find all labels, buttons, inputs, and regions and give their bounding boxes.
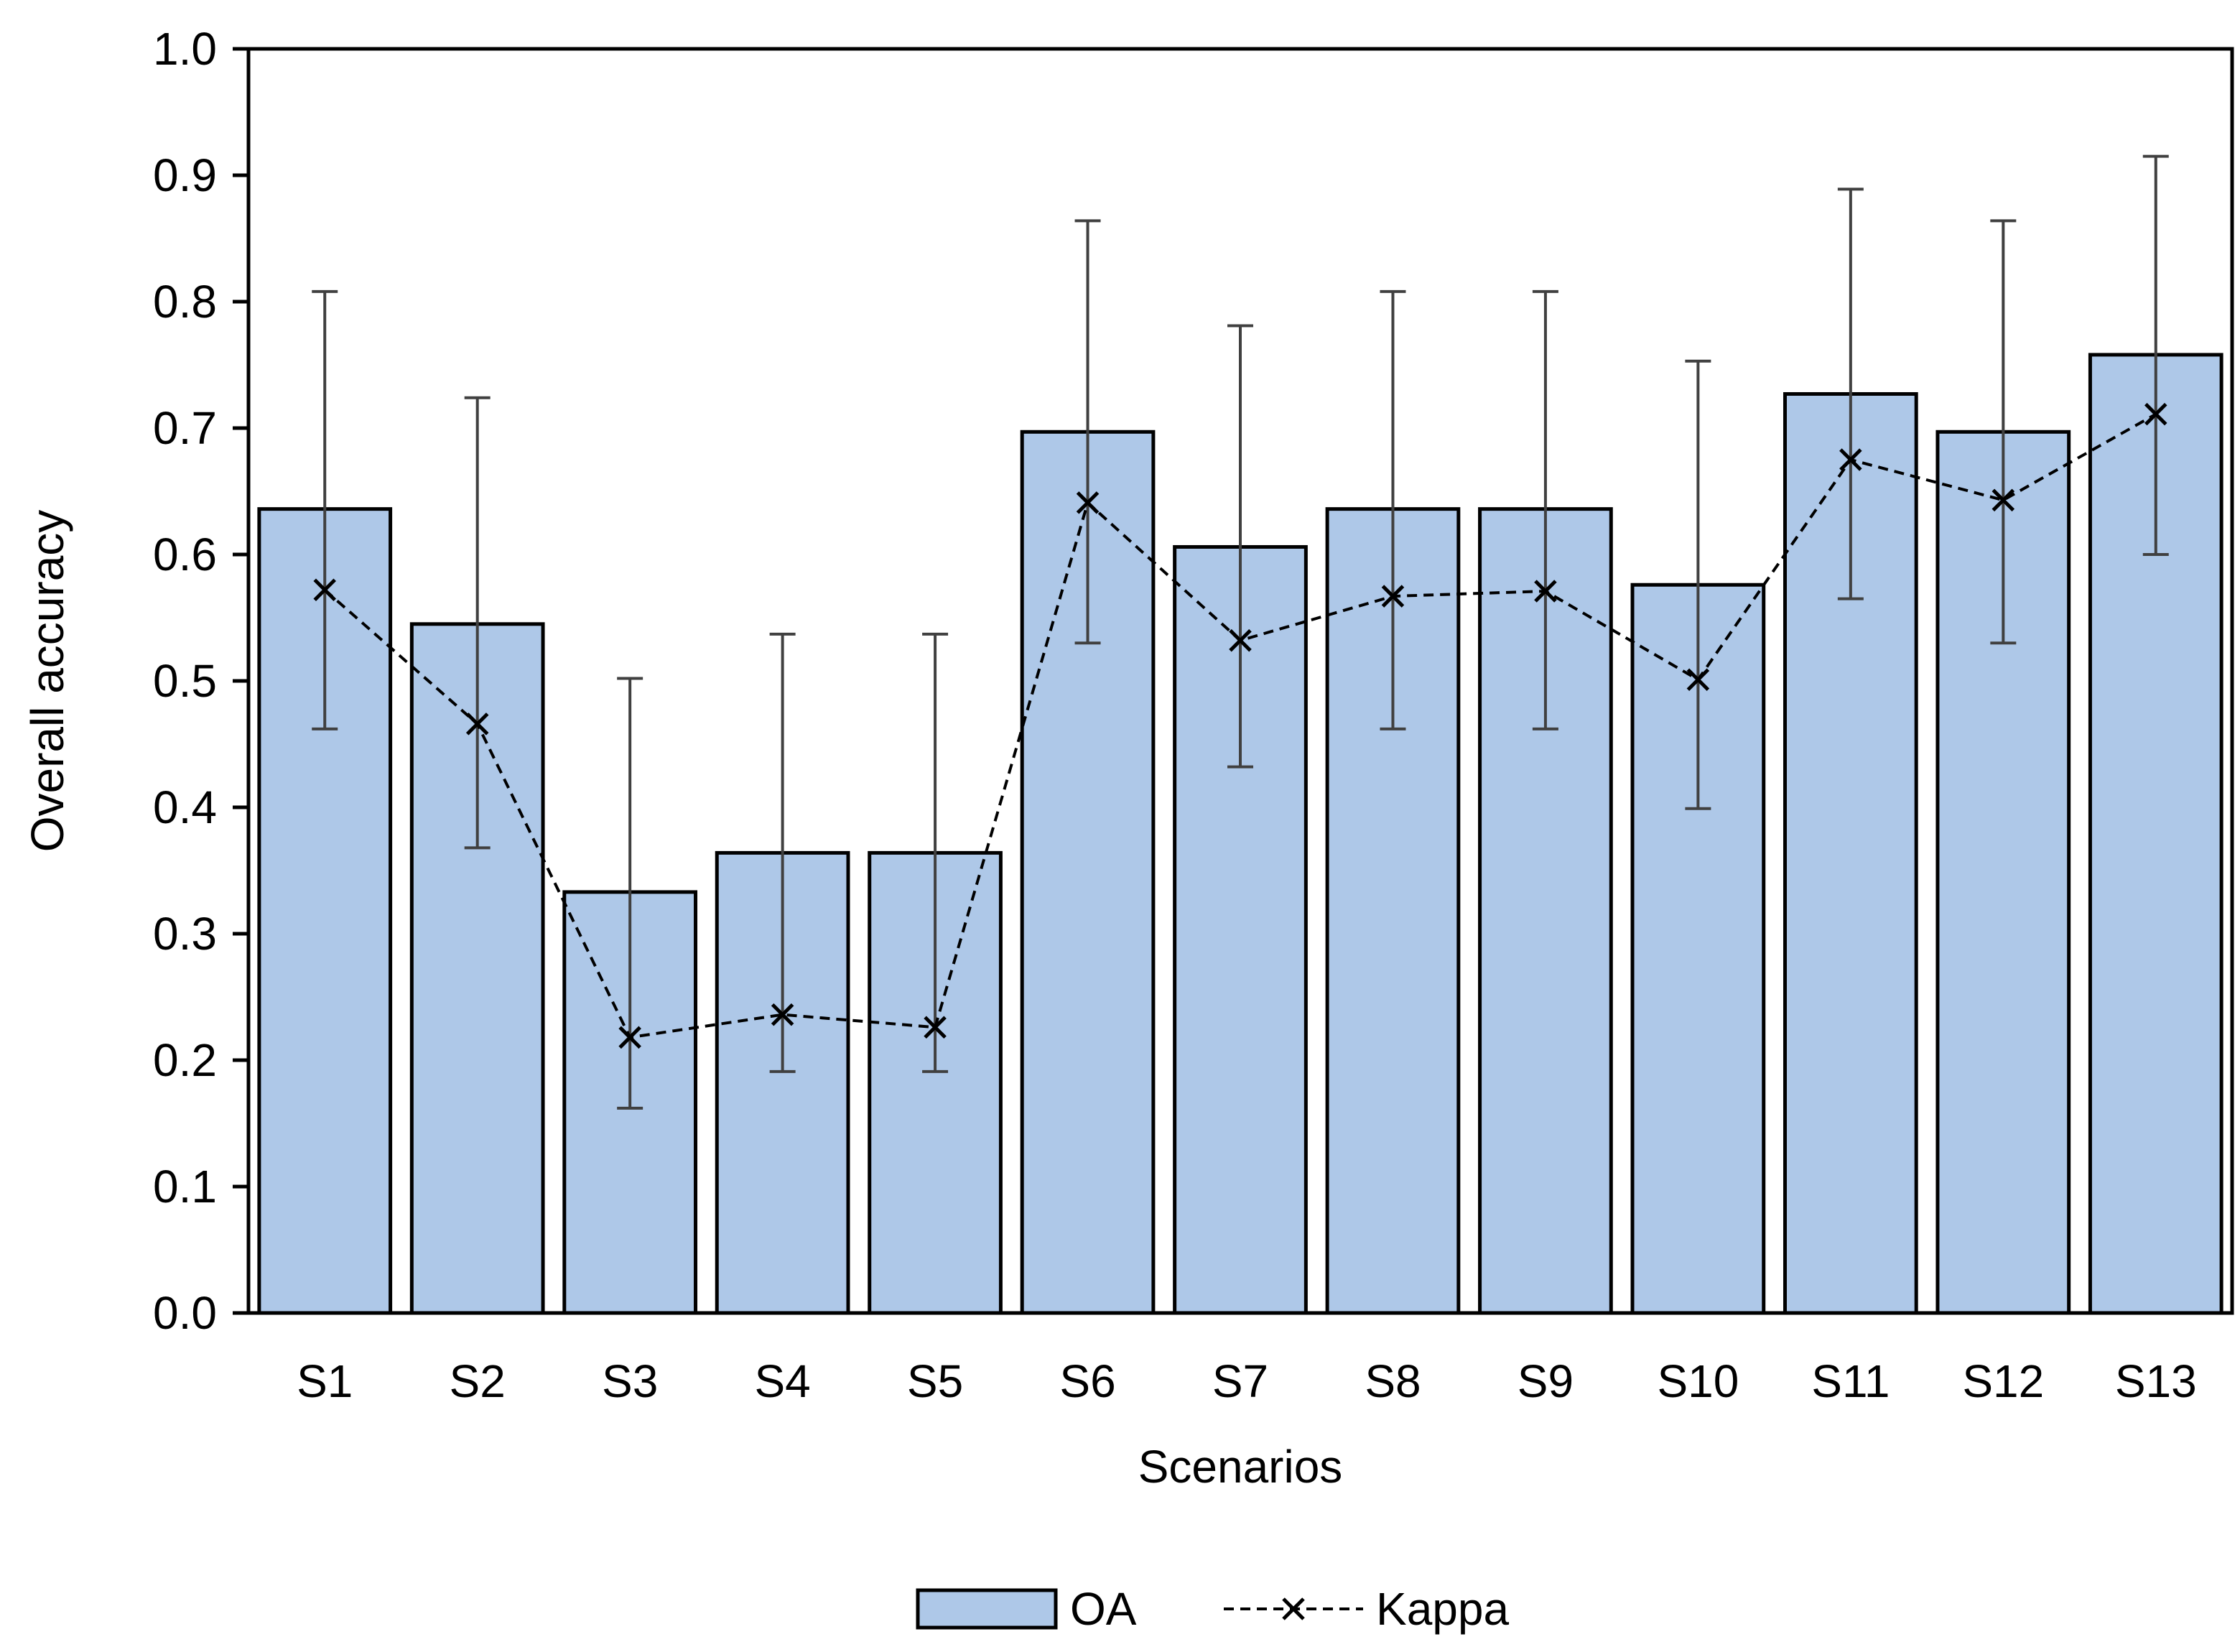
y-tick-label-1: 0.1 (153, 1161, 217, 1212)
error-bar-s2 (464, 396, 491, 850)
x-tick-label-s12: S12 (1962, 1355, 2044, 1407)
kappa-marker-s8 (1381, 585, 1405, 608)
x-tick-label-s1: S1 (297, 1355, 353, 1407)
error-bar-s6 (1074, 219, 1101, 645)
plot-frame (246, 47, 2234, 1315)
x-axis-title: Scenarios (1138, 1441, 1343, 1493)
error-bar-s8 (1380, 289, 1406, 730)
x-tick-label-s8: S8 (1365, 1355, 1421, 1407)
x-tick-label-s6: S6 (1059, 1355, 1115, 1407)
legend: OA Kappa (916, 1583, 1509, 1635)
kappa-marker-s3 (618, 1026, 641, 1049)
kappa-marker-s13 (2144, 402, 2167, 426)
kappa-marker-s12 (1992, 488, 2015, 512)
error-bar-s13 (2142, 154, 2169, 556)
x-tick-label-s3: S3 (602, 1355, 658, 1407)
x-tick-label-s7: S7 (1212, 1355, 1268, 1407)
error-bar-s10 (1685, 359, 1711, 810)
legend-oa-label: OA (1070, 1583, 1137, 1635)
error-bar-s4 (769, 632, 796, 1073)
error-bar-s5 (922, 632, 949, 1073)
x-tick-label-s2: S2 (450, 1355, 506, 1407)
kappa-marker-s5 (924, 1016, 947, 1039)
kappa-series (313, 402, 2167, 1049)
x-tick-label-s13: S13 (2115, 1355, 2197, 1407)
x-tick-label-s11: S11 (1811, 1355, 1890, 1407)
kappa-marker-s9 (1534, 580, 1557, 603)
y-tick-label-6: 0.6 (153, 529, 217, 580)
kappa-marker-s10 (1686, 668, 1710, 692)
y-tick-label-3: 0.3 (153, 908, 217, 960)
error-bar-s7 (1227, 324, 1253, 769)
y-axis-ticks (233, 47, 248, 1315)
x-tick-label-s10: S10 (1657, 1355, 1739, 1407)
kappa-marker-s11 (1839, 448, 1862, 471)
error-bar-s1 (312, 289, 338, 730)
kappa-marker-s2 (465, 713, 489, 735)
legend-oa-swatch (916, 1588, 1058, 1630)
legend-kappa-label: Kappa (1376, 1583, 1509, 1635)
y-tick-label-2: 0.2 (153, 1034, 217, 1086)
y-tick-labels: 0.0 0.1 0.2 0.3 0.4 0.5 0.6 0.7 0.8 0.9 1.0 (153, 23, 217, 1339)
x-tick-label-s9: S9 (1518, 1355, 1574, 1407)
error-bar-s11 (1837, 187, 1864, 600)
error-bars (312, 154, 2169, 1110)
y-axis-title: Overall accuracy (22, 510, 73, 853)
error-bar-s12 (1990, 219, 2017, 645)
kappa-marker-s6 (1076, 491, 1100, 514)
y-tick-label-10: 1.0 (153, 23, 217, 75)
y-tick-label-8: 0.8 (153, 276, 217, 328)
y-tick-label-4: 0.4 (153, 781, 217, 833)
kappa-marker-s4 (771, 1003, 794, 1026)
y-tick-label-7: 0.7 (153, 402, 217, 454)
x-tick-label-s5: S5 (907, 1355, 963, 1407)
kappa-marker-s1 (313, 578, 336, 602)
x-tick-label-s4: S4 (754, 1355, 810, 1407)
y-tick-label-5: 0.5 (153, 655, 217, 707)
error-bar-s9 (1532, 289, 1558, 730)
kappa-marker-s7 (1229, 628, 1252, 652)
x-tick-labels: S1 S2 S3 S4 S5 S6 S7 S8 S9 S10 S11 S12 S13 (297, 1355, 2197, 1407)
legend-kappa-marker (1282, 1597, 1305, 1620)
y-tick-label-9: 0.9 (153, 149, 217, 201)
y-tick-label-0: 0.0 (153, 1287, 217, 1339)
